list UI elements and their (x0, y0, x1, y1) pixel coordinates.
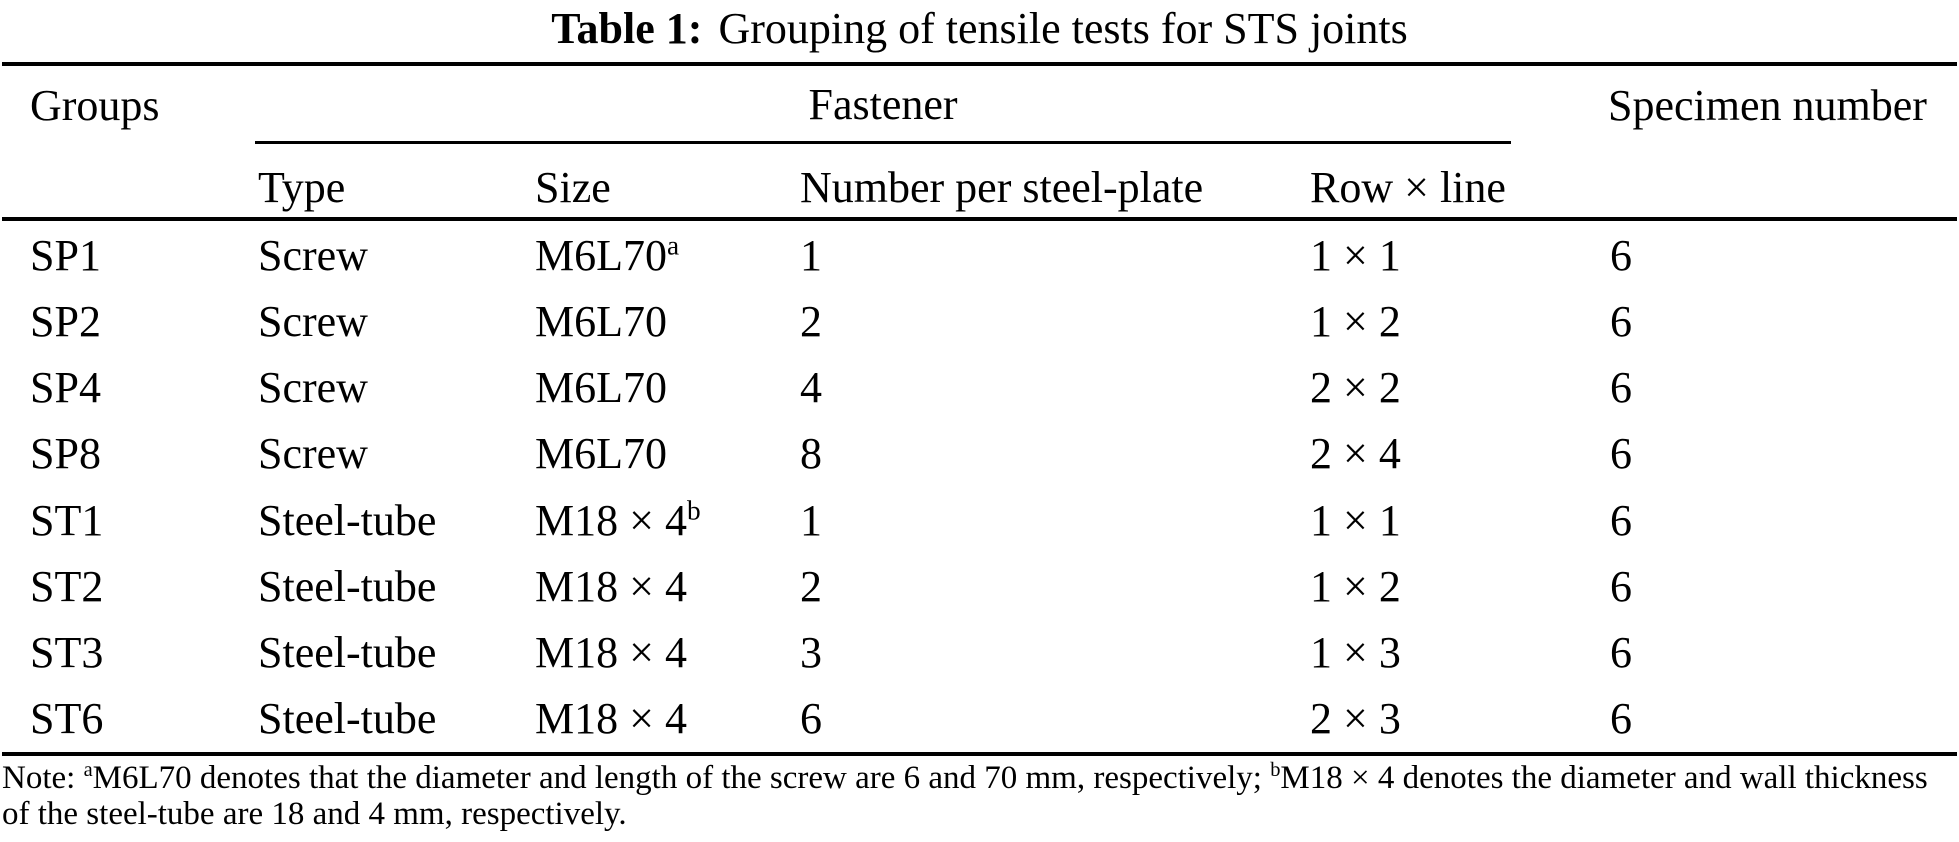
cell-size: M6L70 (535, 429, 667, 479)
column-header-fastener: Fastener (808, 80, 958, 129)
cell-group: SP2 (30, 297, 101, 347)
table-note: Note: aM6L70 denotes that the diameter a… (2, 760, 1952, 832)
cell-specimens: 6 (1610, 429, 1632, 479)
cell-specimens: 6 (1610, 363, 1632, 413)
table-row: SP4 Screw M6L70 4 2 × 2 6 (0, 355, 1959, 421)
table-row: SP8 Screw M6L70 8 2 × 4 6 (0, 421, 1959, 487)
cell-number: 2 (800, 297, 822, 347)
cell-row-x-line: 2 × 2 (1310, 363, 1401, 413)
column-header-number-per-steel-plate: Number per steel-plate (800, 163, 1204, 212)
cell-size: M6L70 (535, 297, 667, 347)
column-header-specimen-number: Specimen number (1608, 81, 1927, 130)
cell-specimens: 6 (1610, 231, 1632, 281)
cell-group: SP8 (30, 429, 101, 479)
cell-row-x-line: 1 × 1 (1310, 231, 1401, 281)
cell-row-x-line: 1 × 1 (1310, 495, 1401, 545)
cell-size: M18 × 4 (535, 693, 687, 743)
table-row: ST1 Steel-tube M18 × 4b 1 1 × 1 6 (0, 488, 1959, 554)
cell-number: 1 (800, 231, 822, 281)
cell-type: Steel-tube (258, 561, 437, 611)
column-header-type: Type (258, 163, 346, 212)
cell-row-x-line: 2 × 4 (1310, 429, 1401, 479)
footnote-marker: a (667, 230, 680, 261)
cell-number: 4 (800, 363, 822, 413)
cell-type: Screw (258, 231, 368, 281)
cell-number: 1 (800, 495, 822, 545)
cell-group: ST2 (30, 561, 104, 611)
table-body: SP1 Screw M6L70a 1 1 × 1 6 SP2 Screw M6L70 2 1 × 2… (0, 223, 1959, 752)
cell-row-x-line: 1 × 2 (1310, 297, 1401, 347)
note-prefix: Note: (2, 760, 84, 796)
column-header-size: Size (535, 163, 611, 212)
column-header-row-x-line: Row × line (1310, 163, 1506, 212)
cell-number: 8 (800, 429, 822, 479)
table-row: ST6 Steel-tube M18 × 4 6 2 × 3 6 (0, 686, 1959, 752)
cell-number: 3 (800, 627, 822, 677)
note-text-a: M6L70 denotes that the diameter and leng… (92, 760, 1271, 796)
cell-row-x-line: 2 × 3 (1310, 693, 1401, 743)
fastener-spanner-header: Fastener (255, 80, 1511, 144)
table-row: SP2 Screw M6L70 2 1 × 2 6 (0, 289, 1959, 355)
cell-specimens: 6 (1610, 627, 1632, 677)
bottom-rule (2, 752, 1957, 756)
top-rule (2, 62, 1957, 66)
cell-number: 6 (800, 693, 822, 743)
cell-specimens: 6 (1610, 297, 1632, 347)
cell-group: ST3 (30, 627, 104, 677)
note-text-b: M18 × 4 denotes the diameter and wall th… (2, 760, 1928, 832)
table-caption-label: Table 1: (551, 4, 703, 53)
cell-size: M18 × 4 (535, 561, 687, 611)
column-header-groups: Groups (30, 81, 160, 130)
header-body-rule (2, 217, 1957, 221)
cell-row-x-line: 1 × 2 (1310, 561, 1401, 611)
table-row: ST2 Steel-tube M18 × 4 2 1 × 2 6 (0, 554, 1959, 620)
footnote-marker: b (686, 494, 701, 525)
cell-group: ST1 (30, 495, 104, 545)
cell-type: Steel-tube (258, 495, 437, 545)
cell-row-x-line: 1 × 3 (1310, 627, 1401, 677)
cell-group: SP1 (30, 231, 101, 281)
table-row: ST3 Steel-tube M18 × 4 3 1 × 3 6 (0, 620, 1959, 686)
footnote-marker-b: b (1270, 759, 1281, 781)
cell-specimens: 6 (1610, 693, 1632, 743)
cell-specimens: 6 (1610, 495, 1632, 545)
table-caption-text: Grouping of tensile tests for STS joints (718, 4, 1408, 53)
cell-size: M6L70 (535, 363, 667, 413)
table-row: SP1 Screw M6L70a 1 1 × 1 6 (0, 223, 1959, 289)
cell-size: M6L70a (535, 230, 680, 281)
cell-group: SP4 (30, 363, 101, 413)
footnote-marker-a: a (83, 759, 93, 781)
cell-type: Screw (258, 363, 368, 413)
cell-type: Screw (258, 297, 368, 347)
cell-size: M18 × 4 (535, 627, 687, 677)
cell-group: ST6 (30, 693, 104, 743)
cell-specimens: 6 (1610, 561, 1632, 611)
cell-size: M18 × 4b (535, 494, 701, 545)
cell-type: Screw (258, 429, 368, 479)
cell-type: Steel-tube (258, 693, 437, 743)
cell-number: 2 (800, 561, 822, 611)
table-caption: Table 1: Grouping of tensile tests for ST… (0, 0, 1959, 58)
cell-type: Steel-tube (258, 627, 437, 677)
